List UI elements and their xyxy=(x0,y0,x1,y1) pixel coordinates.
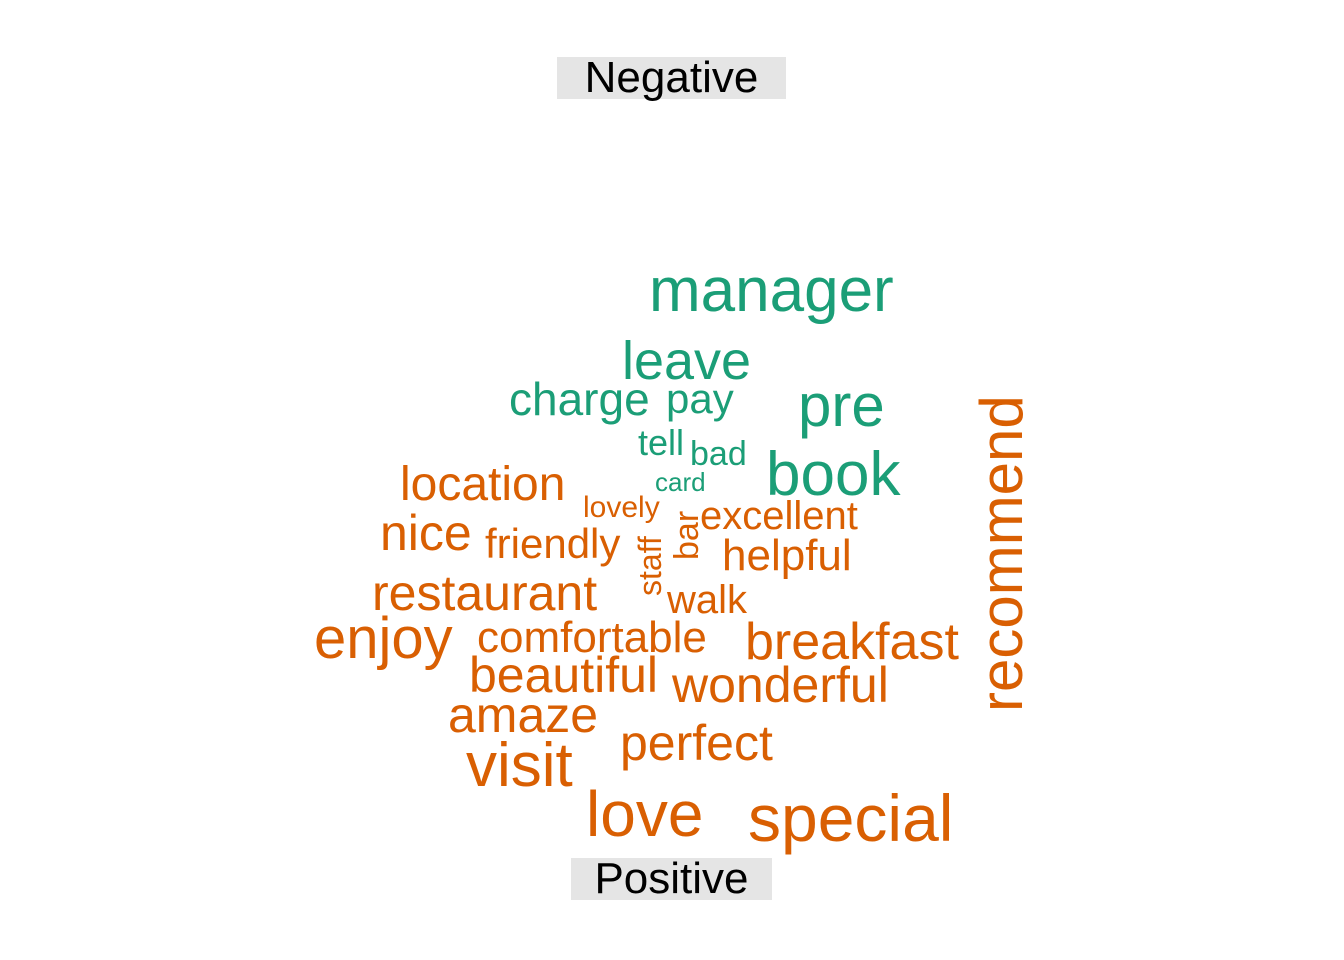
word-restaurant: restaurant xyxy=(372,565,598,621)
word-love: love xyxy=(586,778,704,850)
word-leave: leave xyxy=(622,331,752,391)
word-amaze: amaze xyxy=(448,687,599,743)
word-bad: bad xyxy=(690,435,747,473)
word-pay: pay xyxy=(666,375,734,422)
word-lovely: lovely xyxy=(583,491,660,524)
word-book: book xyxy=(766,440,901,509)
word-staff: staff xyxy=(632,536,668,596)
word-enjoy: enjoy xyxy=(314,606,453,671)
word-friendly: friendly xyxy=(485,520,621,567)
word-recommend: recommend xyxy=(968,395,1035,712)
word-excellent: excellent xyxy=(700,494,858,538)
word-breakfast: breakfast xyxy=(745,613,959,671)
word-nice: nice xyxy=(380,505,472,561)
word-perfect: perfect xyxy=(620,715,773,771)
word-card: card xyxy=(655,467,706,497)
word-wonderful: wonderful xyxy=(672,657,889,713)
word-walk: walk xyxy=(667,578,748,622)
word-manager: manager xyxy=(649,256,894,325)
word-tell: tell xyxy=(638,422,685,463)
word-location: location xyxy=(400,458,566,511)
word-helpful: helpful xyxy=(722,531,852,580)
word-beautiful: beautiful xyxy=(469,647,659,703)
word-pre: pre xyxy=(798,372,885,439)
positive-group-label: Positive xyxy=(571,857,772,901)
word-special: special xyxy=(748,781,954,855)
negative-group-label: Negative xyxy=(557,56,786,100)
word-bar: bar xyxy=(668,510,706,560)
word-visit: visit xyxy=(466,731,573,800)
word-charge: charge xyxy=(509,373,650,425)
word-comfortable: comfortable xyxy=(477,613,707,662)
